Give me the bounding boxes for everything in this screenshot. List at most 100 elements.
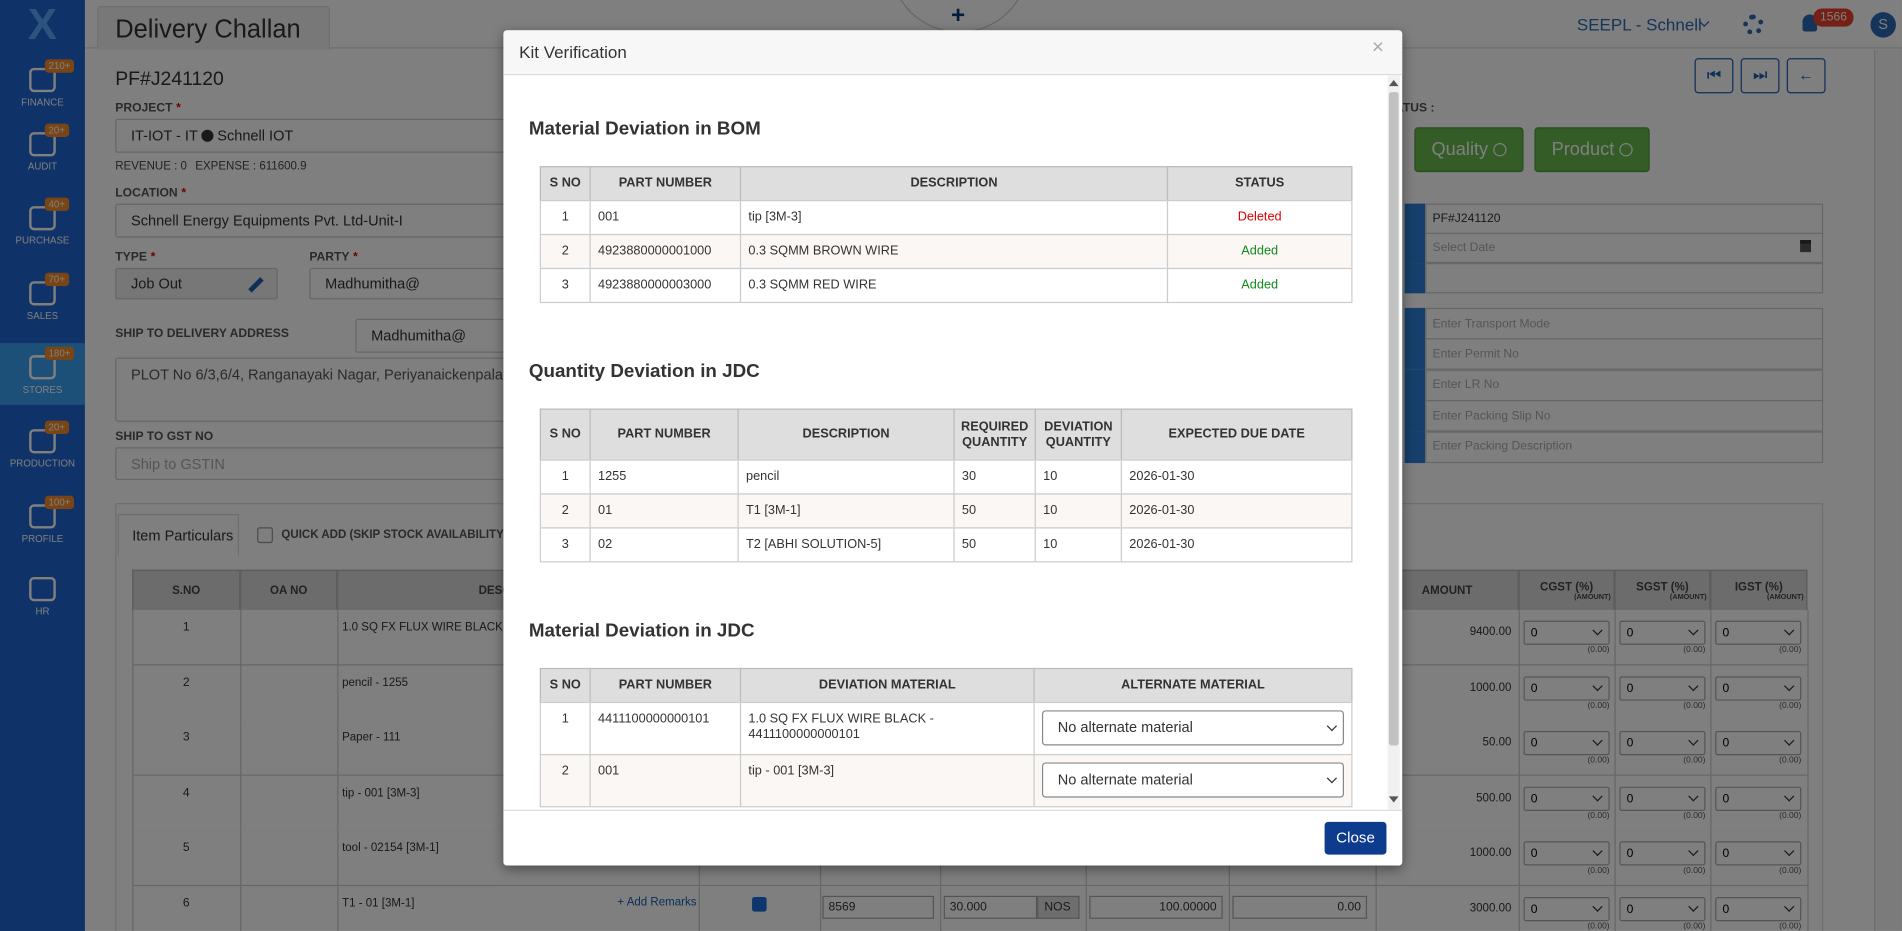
modal-title: Kit Verification bbox=[519, 42, 627, 62]
cell-text: 0.3 SQMM BROWN WIRE bbox=[748, 243, 899, 259]
cell-text: 01 bbox=[598, 503, 613, 518]
table-cell: 4923880000003000 bbox=[589, 267, 742, 304]
cell-text: Added bbox=[1241, 243, 1279, 259]
section-title: Material Deviation in JDC bbox=[528, 620, 755, 642]
cell-text: 001 bbox=[598, 763, 620, 779]
table-cell: 0.3 SQMM BROWN WIRE bbox=[739, 233, 1169, 270]
table-cell: 02 bbox=[589, 527, 739, 563]
table-cell: 0.3 SQMM RED WIRE bbox=[739, 267, 1169, 304]
modal-footer bbox=[503, 809, 1403, 866]
cell-text: 50 bbox=[961, 503, 977, 518]
table-header-cell: S NO bbox=[539, 667, 591, 704]
table-cell: Added bbox=[1166, 267, 1353, 304]
section-title: Material Deviation in BOM bbox=[528, 118, 761, 140]
table-cell: 50 bbox=[953, 527, 1036, 563]
table-cell: 2 bbox=[539, 493, 591, 529]
table-header-cell: PART NUMBER bbox=[589, 667, 742, 704]
table-cell: 1 bbox=[539, 459, 591, 495]
table-cell: 10 bbox=[1034, 493, 1123, 529]
table-header-cell: ALTERNATE MATERIAL bbox=[1033, 667, 1353, 704]
cell-text: 10 bbox=[1043, 537, 1058, 552]
modal-body: Material Deviation in BOM S NO PART NUMBER… bbox=[503, 75, 1402, 810]
cell-text: 1 bbox=[561, 209, 569, 225]
table-header-cell: PART NUMBER bbox=[589, 166, 742, 202]
chevron bbox=[1326, 773, 1338, 784]
cell-text: 10 bbox=[1043, 503, 1058, 518]
cell-text: 1 bbox=[561, 711, 569, 727]
table-cell: Added bbox=[1166, 233, 1353, 270]
cell-text: pencil bbox=[745, 469, 780, 484]
table-header-cell: DEVIATION QUANTITY bbox=[1034, 408, 1123, 461]
cell-text: 4923880000001000 bbox=[598, 243, 712, 259]
cell-text: Deleted bbox=[1237, 209, 1282, 225]
chevron bbox=[1326, 720, 1338, 732]
cell-text: 10 bbox=[1043, 469, 1058, 484]
table-cell: 30 bbox=[953, 459, 1036, 495]
section-title: Quantity Deviation in JDC bbox=[528, 361, 760, 382]
cell-text: 50 bbox=[961, 537, 977, 552]
cell-text: 2 bbox=[561, 503, 569, 518]
cell-text: 1 bbox=[561, 469, 569, 484]
table-header-cell: S NO bbox=[539, 166, 591, 202]
table-cell: Deleted bbox=[1166, 200, 1353, 236]
alternate-select[interactable]: No alternate material bbox=[1041, 710, 1345, 746]
cell-text: 3 bbox=[561, 277, 569, 293]
table-cell: No alternate material bbox=[1033, 701, 1353, 756]
scrollbar-thumb bbox=[1388, 92, 1399, 746]
cell-text: 0.3 SQMM RED WIRE bbox=[748, 277, 877, 293]
cell-text: 4923880000003000 bbox=[598, 277, 712, 293]
table-cell: No alternate material bbox=[1033, 753, 1353, 808]
table-cell: 01 bbox=[589, 493, 739, 529]
cell-text: T1 [3M-1] bbox=[745, 503, 801, 518]
table-cell: 1 bbox=[539, 200, 591, 236]
table-cell: 2026-01-30 bbox=[1120, 493, 1353, 529]
cell-text: 30 bbox=[961, 469, 977, 484]
cell-text: 2 bbox=[561, 763, 569, 779]
table-header-cell: DESCRIPTION bbox=[739, 166, 1169, 202]
modal-header bbox=[503, 30, 1403, 76]
table-cell: tip - 001 [3M-3] bbox=[739, 753, 1035, 808]
table-header-cell: DESCRIPTION bbox=[737, 408, 955, 461]
table-cell: T2 [ABHI SOLUTION-5] bbox=[737, 527, 955, 563]
modal-close-icon[interactable]: × bbox=[1371, 35, 1384, 59]
table-cell: 10 bbox=[1034, 459, 1123, 495]
table-header-cell: S NO bbox=[539, 408, 591, 461]
cell-text: tip - 001 [3M-3] bbox=[748, 763, 835, 779]
select-value: No alternate material bbox=[1057, 770, 1193, 788]
table-cell: 4411100000000101 bbox=[589, 701, 742, 756]
scroll-up bbox=[1388, 80, 1399, 87]
close-button[interactable]: Close bbox=[1324, 821, 1387, 855]
table-cell: tip [3M-3] bbox=[739, 200, 1169, 236]
table-header-cell: DEVIATION MATERIAL bbox=[739, 667, 1035, 704]
cell-text: 2026-01-30 bbox=[1129, 503, 1195, 518]
scroll-down bbox=[1388, 796, 1399, 803]
table-cell: 2 bbox=[539, 233, 591, 270]
table-cell: 3 bbox=[539, 267, 591, 304]
table-cell: 1.0 SQ FX FLUX WIRE BLACK - 441110000000… bbox=[739, 701, 1035, 756]
table-header-cell: EXPECTED DUE DATE bbox=[1120, 408, 1353, 461]
table-cell: T1 [3M-1] bbox=[737, 493, 955, 529]
table-header-cell: PART NUMBER bbox=[589, 408, 739, 461]
cell-text: 2026-01-30 bbox=[1129, 469, 1195, 484]
table-cell: 1255 bbox=[589, 459, 739, 495]
alternate-select[interactable]: No alternate material bbox=[1041, 762, 1345, 798]
table-header-cell: STATUS bbox=[1166, 166, 1353, 202]
cell-text: tip [3M-3] bbox=[748, 209, 802, 225]
table-cell: 4923880000001000 bbox=[589, 233, 742, 270]
cell-text: 2026-01-30 bbox=[1129, 537, 1195, 552]
cell-text: 4411100000000101 bbox=[598, 711, 710, 727]
cell-text: 1255 bbox=[598, 469, 627, 484]
table-cell: 10 bbox=[1034, 527, 1123, 563]
table-cell: 1 bbox=[539, 701, 591, 756]
table-cell: 2 bbox=[539, 753, 591, 808]
table-cell: 2026-01-30 bbox=[1120, 527, 1353, 563]
cell-text: 3 bbox=[561, 537, 569, 552]
table-header-cell: REQUIRED QUANTITY bbox=[953, 408, 1036, 461]
cell-text: T2 [ABHI SOLUTION-5] bbox=[745, 537, 882, 552]
cell-text: Added bbox=[1241, 277, 1279, 293]
select-value: No alternate material bbox=[1057, 718, 1193, 736]
table-cell: 2026-01-30 bbox=[1120, 459, 1353, 495]
cell-text: 1.0 SQ FX FLUX WIRE BLACK - 441110000000… bbox=[748, 711, 934, 742]
cell-text: 001 bbox=[598, 209, 620, 225]
